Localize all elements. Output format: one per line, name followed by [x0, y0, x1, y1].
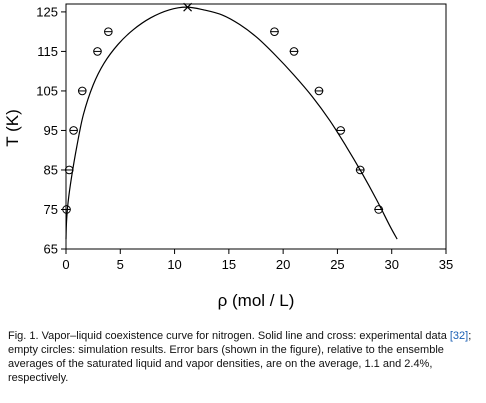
simulation-point: [104, 27, 113, 36]
y-tick-label: 105: [36, 83, 58, 98]
point-marker: [374, 205, 383, 214]
point-marker: [104, 27, 113, 36]
x-tick-label: 0: [62, 257, 69, 272]
point-marker: [355, 165, 365, 175]
y-tick-label: 125: [36, 4, 58, 19]
y-tick-label: 65: [44, 242, 58, 257]
point-marker: [69, 126, 78, 135]
caption-text-start: Fig. 1. Vapor–liquid coexistence curve f…: [8, 330, 450, 342]
simulation-points: [62, 27, 384, 214]
cross-stroke: [183, 2, 193, 12]
point-marker: [314, 86, 324, 96]
x-tick-label: 10: [167, 257, 181, 272]
figure-caption: Fig. 1. Vapor–liquid coexistence curve f…: [8, 329, 482, 385]
caption-reference-link[interactable]: [32]: [449, 330, 469, 342]
y-tick-label: 75: [44, 202, 58, 217]
simulation-point: [93, 47, 102, 56]
simulation-point: [270, 27, 279, 36]
x-tick-label: 20: [276, 257, 290, 272]
x-tick-label: 15: [222, 257, 236, 272]
y-tick-label: 95: [44, 123, 58, 138]
x-tick-label: 30: [384, 257, 398, 272]
simulation-point: [336, 126, 346, 135]
simulation-point: [64, 165, 74, 175]
simulation-point: [374, 205, 384, 214]
critical-point-cross: [183, 2, 193, 12]
y-tick-label: 85: [44, 162, 58, 177]
simulation-point: [314, 86, 324, 96]
caption-text-end: ; empty circles: simulation results. Err…: [8, 330, 472, 384]
x-tick-label: 5: [117, 257, 124, 272]
simulation-point: [62, 205, 71, 214]
point-marker: [289, 47, 299, 56]
simulation-point: [289, 47, 299, 56]
y-axis-title: T (K): [3, 109, 22, 146]
simulation-point: [355, 165, 365, 175]
experimental-coexistence-curve: [65, 6, 398, 240]
simulation-point: [77, 86, 87, 96]
coexistence-chart: 0 5 10 15 20 25 30 35 65 75 85 95 105 115 125 ρ (mol …: [3, 2, 453, 310]
point-marker: [270, 27, 279, 36]
point-marker: [336, 126, 345, 135]
point-marker: [62, 205, 71, 214]
y-tick-label: 115: [37, 44, 58, 59]
point-marker: [77, 86, 87, 96]
x-tick-label: 25: [330, 257, 344, 272]
x-tick-label: 35: [439, 257, 453, 272]
y-axis-ticks: 65 75 85 95 105 115 125: [36, 4, 66, 257]
plot-frame: [65, 3, 447, 250]
point-marker: [64, 165, 74, 175]
point-marker: [93, 47, 102, 56]
simulation-point: [69, 126, 78, 135]
x-axis-ticks: 0 5 10 15 20 25 30 35: [62, 249, 453, 272]
x-axis-title: ρ (mol / L): [218, 291, 295, 310]
